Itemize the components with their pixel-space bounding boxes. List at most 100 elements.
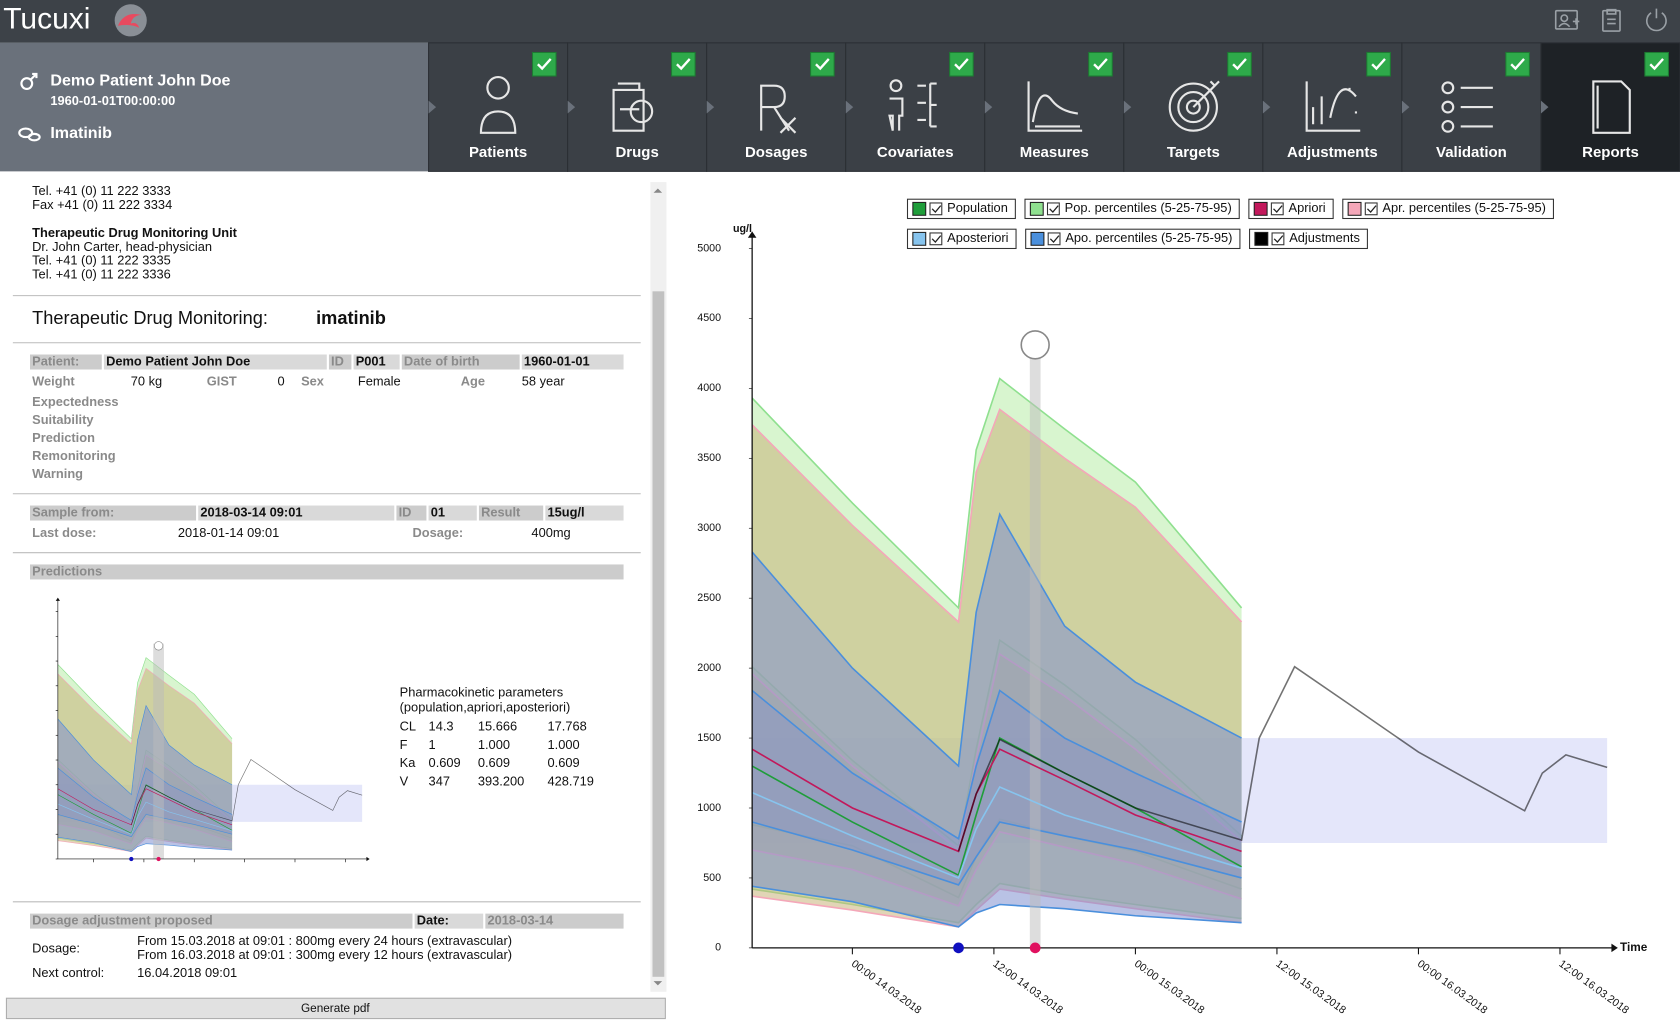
- legend-check: [1049, 235, 1060, 244]
- y-tick-label: 2000: [697, 662, 721, 674]
- report-text: 1960-01-01: [524, 353, 590, 368]
- tab-check: [1644, 51, 1669, 77]
- tab-label[interactable]: Validation: [1436, 144, 1507, 161]
- report-text: From 16.03.2018 at 09:01 : 300mg every 1…: [137, 947, 512, 962]
- percentile-line: [57, 667, 233, 745]
- report-text: Dosage:: [413, 525, 464, 540]
- legend-checkbox[interactable]: [1270, 202, 1284, 216]
- toolbar-icons[interactable]: [1554, 8, 1667, 32]
- report-cell: [353, 354, 400, 370]
- report-cell: [485, 913, 624, 929]
- legend-checkbox[interactable]: [929, 202, 943, 216]
- report-text: Dr. John Carter, head-physician: [32, 239, 212, 254]
- tab-separator: [428, 100, 437, 114]
- chart: 0 500 1000 1500 2000 2500 3000 3500 4000 4500 5000…: [697, 198, 1648, 1017]
- y-tick-label: 500: [703, 872, 721, 884]
- x-tick-label: 00:00 14.03.2018: [849, 958, 924, 1017]
- legend-item[interactable]: [1025, 228, 1241, 250]
- report-text: Dosage:: [32, 940, 80, 955]
- logo: [114, 4, 147, 37]
- tab-label[interactable]: Adjustments: [1287, 144, 1378, 161]
- report-text: F: [400, 737, 408, 752]
- report-text: 2018-03-14: [488, 912, 555, 927]
- tab-check: [1505, 51, 1530, 77]
- report-text: Next control:: [32, 965, 104, 980]
- tab-check-mark: [1371, 58, 1386, 71]
- tab-check-mark: [954, 58, 969, 71]
- tab-label[interactable]: Reports: [1582, 144, 1639, 161]
- report-text: From 15.03.2018 at 09:01 : 800mg every 2…: [137, 933, 512, 948]
- report-text: 0: [277, 374, 284, 389]
- percentile-line: [57, 836, 233, 852]
- legend-label[interactable]: Apr. percentiles (5-25-75-95): [1382, 200, 1546, 215]
- y-tick-label: 4000: [697, 382, 721, 394]
- legend-check: [1273, 205, 1283, 214]
- generate-pdf-button[interactable]: [5, 997, 666, 1020]
- tab-check: [1088, 51, 1113, 77]
- x-tick-label: 00:00 15.03.2018: [1132, 958, 1207, 1017]
- report-cell: [30, 354, 102, 370]
- legend-checkbox[interactable]: [1047, 232, 1061, 246]
- legend-check: [931, 235, 942, 244]
- report-cell: [401, 354, 520, 370]
- tab-separator: [1262, 100, 1271, 114]
- legend-swatch: [1254, 231, 1269, 246]
- report-text: 58 year: [522, 374, 566, 389]
- tab-check-mark: [1093, 58, 1108, 71]
- legend-label[interactable]: Apo. percentiles (5-25-75-95): [1065, 230, 1232, 245]
- y-tick-label: 3500: [697, 452, 721, 464]
- tab-label[interactable]: Drugs: [615, 144, 658, 161]
- tab-check: [671, 51, 696, 77]
- tab-icon: [760, 84, 797, 134]
- report-text: GIST: [207, 374, 237, 389]
- report-text: ID: [399, 504, 412, 519]
- report-text: Pharmacokinetic parameters: [400, 684, 564, 699]
- percentile-line: [751, 512, 1242, 768]
- report-text: Tel. +41 (0) 11 222 3336: [32, 267, 171, 282]
- series-line: [751, 748, 1242, 853]
- tab-label[interactable]: Measures: [1020, 144, 1089, 161]
- report-text: Tel. +41 (0) 11 222 3333: [32, 183, 171, 198]
- legend-item[interactable]: [1342, 198, 1554, 220]
- legend-checkbox[interactable]: [1364, 202, 1378, 216]
- legend-check: [1366, 205, 1377, 214]
- report-text: 70 kg: [131, 374, 162, 389]
- legend-label[interactable]: Pop. percentiles (5-25-75-95): [1065, 200, 1232, 215]
- legend-item[interactable]: [1024, 198, 1240, 220]
- tab-icon: [1592, 80, 1631, 134]
- tab-label[interactable]: Targets: [1167, 144, 1220, 161]
- report-cell: [545, 505, 624, 521]
- legend-checkbox[interactable]: [1046, 202, 1060, 216]
- tab-check-mark: [1649, 58, 1664, 71]
- tab-label[interactable]: Patients: [469, 144, 527, 161]
- x-axis-label: Time: [1620, 941, 1648, 954]
- patient-drug: Imatinib: [50, 124, 112, 142]
- tab-check: [531, 51, 557, 77]
- report-text: Date:: [417, 912, 449, 927]
- report-text: 1.000: [548, 737, 580, 752]
- scrollbar-thumb[interactable]: [652, 291, 665, 977]
- report-text: 15ug/l: [548, 504, 585, 519]
- patient-panel: [0, 42, 429, 172]
- tab-icon: [1441, 81, 1493, 133]
- legend-checkbox[interactable]: [929, 232, 943, 246]
- legend-checkbox[interactable]: [1271, 232, 1285, 246]
- percentile-line: [57, 704, 233, 796]
- tab-label[interactable]: Dosages: [745, 144, 807, 161]
- percentile-band-inner: [752, 690, 1242, 885]
- legend-label[interactable]: Aposteriori: [947, 230, 1008, 245]
- series-line: [57, 788, 233, 826]
- legend-item[interactable]: [1248, 198, 1334, 220]
- report-text: Suitability: [32, 412, 94, 427]
- tab-icon: [479, 76, 517, 134]
- generate-pdf-label[interactable]: Generate pdf: [301, 1002, 370, 1015]
- legend-label[interactable]: Population: [947, 200, 1008, 215]
- legend-label[interactable]: Adjustments: [1289, 230, 1360, 245]
- report-text: P001: [356, 353, 386, 368]
- report-text: Ka: [400, 755, 417, 770]
- report-text: 17.768: [548, 719, 587, 734]
- legend-label[interactable]: Apriori: [1289, 200, 1326, 215]
- series-line: [57, 801, 233, 835]
- tab-separator: [984, 100, 993, 114]
- tab-label[interactable]: Covariates: [877, 144, 954, 161]
